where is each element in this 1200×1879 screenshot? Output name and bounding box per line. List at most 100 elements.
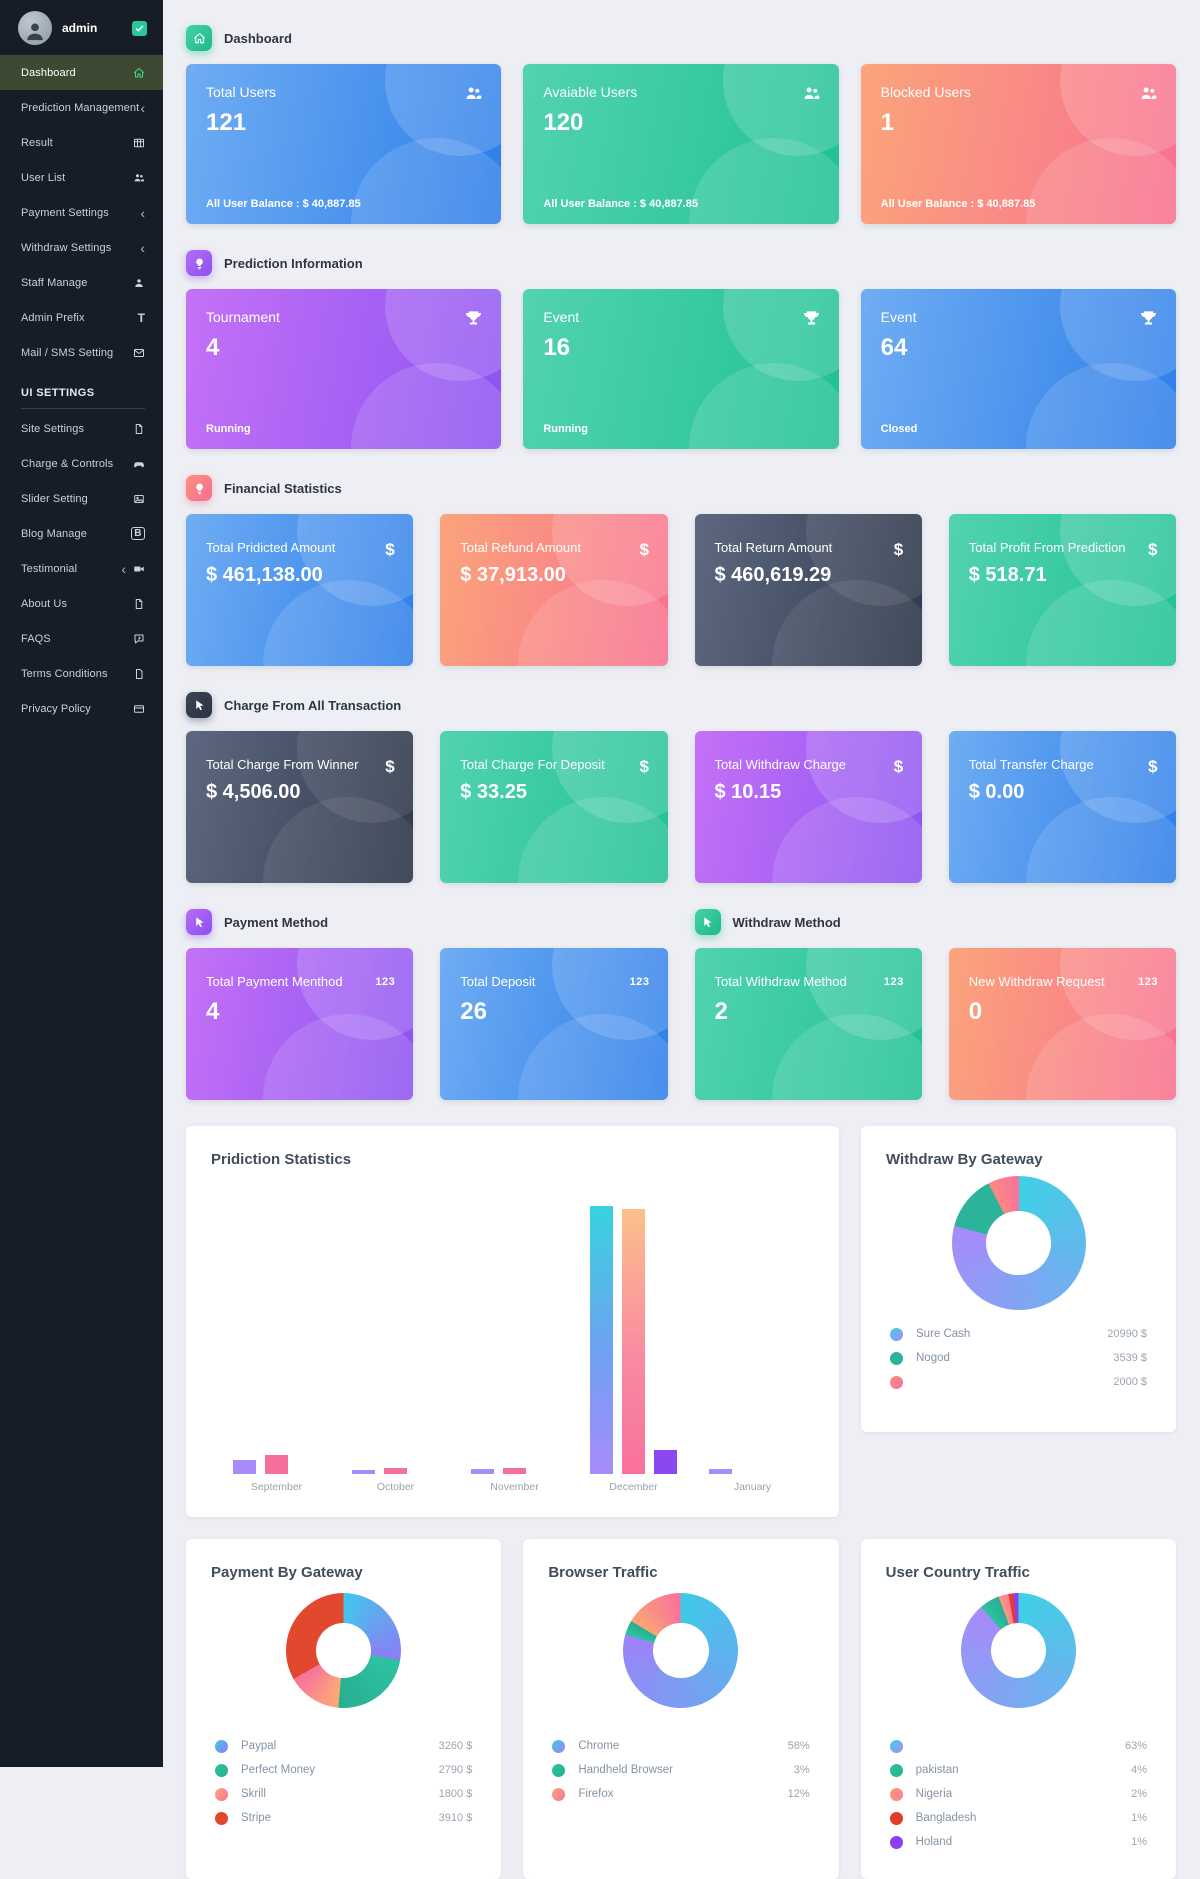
bar-series-2 (622, 1209, 645, 1474)
blog-icon: B (130, 527, 145, 540)
legend-dot (215, 1787, 228, 1801)
legend-item-sure-cash[interactable]: Sure Cash 20990 $ (890, 1322, 1147, 1346)
sidebar-item-label: FAQS (21, 632, 51, 645)
legend-item-paypal[interactable]: Paypal 3260 $ (215, 1734, 472, 1758)
sidebar-item-dashboard[interactable]: Dashboard (0, 55, 163, 90)
stat-card-footnote: Running (543, 423, 588, 435)
legend-item-perfect-money[interactable]: Perfect Money 2790 $ (215, 1758, 472, 1782)
legend-item-nigeria[interactable]: Nigeria 2% (889, 1782, 1147, 1806)
sidebar-item-label: Blog Manage (21, 527, 87, 540)
legend-dot (552, 1739, 566, 1753)
sidebar-item-testimonial[interactable]: Testimonial ‹ (0, 551, 163, 586)
section-title: Dashboard (224, 30, 292, 46)
sidebar-item-label: Prediction Management (21, 101, 140, 114)
stat-card-total-payment-menthod: Total Payment Menthod 4 123 (186, 948, 414, 1100)
section-header-financial-statistics: Financial Statistics (186, 475, 1176, 501)
section-title: Payment Method (224, 914, 329, 930)
sidebar-item-result[interactable]: Result (0, 125, 163, 160)
stat-card-title: Total Refund Amount (460, 540, 581, 555)
legend-value: 1% (1131, 1812, 1147, 1824)
legend-dot (215, 1739, 228, 1753)
sidebar-item-privacy-policy[interactable]: Privacy Policy (0, 691, 163, 726)
legend-item-pakistan[interactable]: pakistan 4% (889, 1758, 1147, 1782)
chart-legend: 63% pakistan 4% Nigeria 2% Bangladesh 1% Holand… (886, 1734, 1151, 1854)
home-icon (133, 67, 145, 79)
legend-dot (552, 1787, 566, 1801)
sidebar-item-payment-settings[interactable]: Payment Settings ‹ (0, 195, 163, 230)
pointer-icon (186, 692, 212, 718)
legend-item-skrill[interactable]: Skrill 1800 $ (215, 1782, 472, 1806)
sidebar-item-blog-manage[interactable]: Blog Manage B (0, 516, 163, 551)
chart-legend: Chrome 58% Handheld Browser 3% Firefox 12% (548, 1734, 813, 1806)
legend-dot (215, 1811, 228, 1825)
legend-item-item[interactable]: 63% (889, 1734, 1147, 1758)
stat-card-title: Total Users (206, 84, 277, 100)
bulb-icon (186, 475, 212, 501)
sidebar-item-label: Charge & Controls (21, 457, 114, 470)
method-cards-row: Total Payment Menthod 4 123 Total Deposit 26… (186, 948, 1176, 1100)
sidebar-item-withdraw-settings[interactable]: Withdraw Settings ‹ (0, 230, 163, 265)
legend-item-nogod[interactable]: Nogod 3539 $ (890, 1346, 1147, 1370)
123-icon: 123 (375, 976, 396, 988)
legend-value: 12% (787, 1788, 810, 1800)
section-header-withdraw-method: Withdraw Method (694, 909, 1177, 935)
chart-title: User Country Traffic (885, 1564, 1030, 1581)
stat-card-value: 16 (543, 334, 571, 361)
stat-card-title: Total Payment Menthod (206, 974, 343, 989)
chevron-left-icon: ‹ (140, 204, 145, 221)
legend-value: 3539 $ (1113, 1352, 1147, 1364)
pointer-icon (694, 909, 721, 935)
trophy-icon (464, 309, 483, 333)
stat-card-total-return-amount: Total Return Amount $ 460,619.29 $ (694, 514, 922, 666)
legend-value: 1% (1131, 1836, 1147, 1848)
stat-card-title: Total Charge From Winner (206, 757, 359, 772)
sidebar-nav-main: Dashboard Prediction Management ‹ Result Use… (0, 55, 163, 370)
stat-card-value: 2 (714, 998, 728, 1025)
method-headers-row: Payment Method Withdraw Method (186, 909, 1176, 935)
pointer-icon (186, 909, 212, 935)
legend-label: Handheld Browser (578, 1764, 673, 1776)
camera-icon (133, 563, 145, 575)
stat-card-value: 121 (206, 109, 247, 136)
sidebar-user: admin (0, 0, 163, 55)
sidebar-item-faqs[interactable]: FAQS (0, 621, 163, 656)
bar-group-november (471, 1194, 558, 1474)
legend-item-firefox[interactable]: Firefox 12% (552, 1782, 810, 1806)
sidebar-item-about-us[interactable]: About Us (0, 586, 163, 621)
legend-item-chrome[interactable]: Chrome 58% (552, 1734, 810, 1758)
section-header-prediction-information: Prediction Information (186, 250, 1176, 276)
sidebar-item-label: Site Settings (21, 422, 85, 435)
stat-card-tournament: Tournament 4 Running (186, 289, 502, 449)
sidebar-item-staff-manage[interactable]: Staff Manage (0, 265, 163, 300)
stat-card-footnote: All User Balance : $ 40,887.85 (543, 198, 699, 210)
dollar-icon: $ (1148, 757, 1158, 776)
legend-item-holand[interactable]: Holand 1% (889, 1830, 1147, 1854)
legend-item-stripe[interactable]: Stripe 3910 $ (215, 1806, 472, 1830)
check-badge-icon[interactable] (132, 20, 147, 36)
sidebar-item-terms-conditions[interactable]: Terms Conditions (0, 656, 163, 691)
stat-card-total-profit-from-prediction: Total Profit From Prediction $ 518.71 $ (948, 514, 1176, 666)
legend-value: 1800 $ (438, 1788, 473, 1800)
mail-icon (133, 347, 145, 359)
legend-item-handheld-browser[interactable]: Handheld Browser 3% (552, 1758, 810, 1782)
payment-by-gateway-card: Payment By Gateway Paypal 3260 $ Perfect M… (186, 1539, 502, 1879)
stat-card-footnote: All User Balance : $ 40,887.85 (880, 198, 1036, 210)
sidebar-item-admin-prefix[interactable]: Admin Prefix T (0, 300, 163, 335)
stat-card-title: Total Charge For Deposit (460, 757, 605, 772)
sidebar-item-slider-setting[interactable]: Slider Setting (0, 481, 163, 516)
sidebar-item-mail-sms-setting[interactable]: Mail / SMS Setting (0, 335, 163, 370)
stat-card-title: Total Pridicted Amount (206, 540, 336, 555)
sidebar-item-charge-controls[interactable]: Charge & Controls (0, 446, 163, 481)
trophy-icon (802, 309, 821, 333)
avatar[interactable] (18, 11, 52, 45)
stat-card-total-charge-from-winner: Total Charge From Winner $ 4,506.00 $ (186, 731, 414, 883)
bar-series-2 (384, 1468, 407, 1474)
sidebar-item-user-list[interactable]: User List (0, 160, 163, 195)
sidebar-item-prediction-management[interactable]: Prediction Management ‹ (0, 90, 163, 125)
sidebar-item-site-settings[interactable]: Site Settings (0, 411, 163, 446)
legend-item-bangladesh[interactable]: Bangladesh 1% (889, 1806, 1147, 1830)
users-icon (802, 84, 821, 108)
bar-series-1 (709, 1469, 732, 1474)
users-icon (1139, 84, 1158, 108)
legend-item-item[interactable]: 2000 $ (890, 1370, 1147, 1394)
